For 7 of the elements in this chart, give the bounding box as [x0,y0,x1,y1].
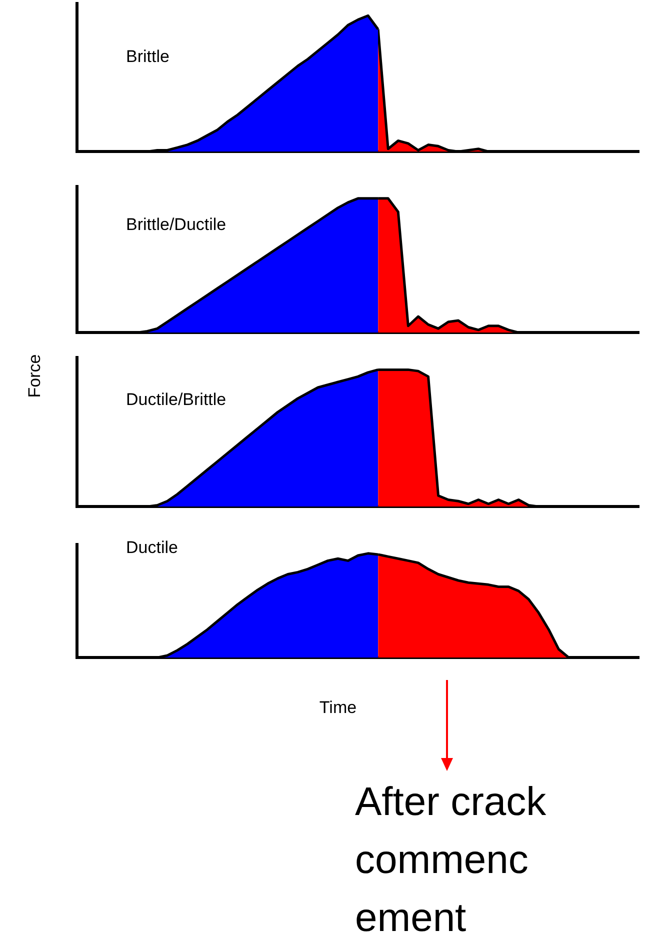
text: Brittle [126,47,170,67]
text: Ductile/Brittle [126,390,226,410]
text: After crack commenc ement [355,779,548,942]
x-axis-title: Time [319,698,357,718]
y-axis-title: Force [25,354,45,398]
chart-title: Ductile [126,538,178,558]
text: Brittle/Ductile [126,215,226,235]
